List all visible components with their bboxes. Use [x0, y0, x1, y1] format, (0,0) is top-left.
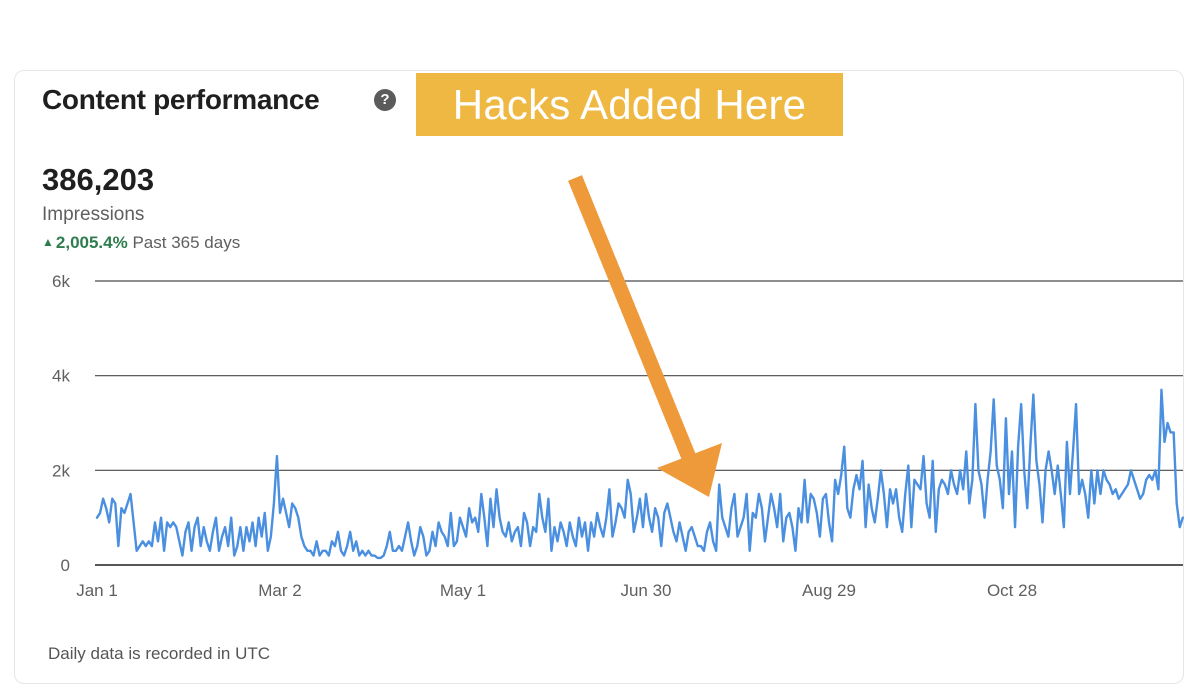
arrow-head [657, 443, 722, 497]
x-tick-label: May 1 [440, 581, 486, 600]
x-tick-label: Jan 1 [76, 581, 118, 600]
change-percent: 2,005.4% [55, 233, 128, 252]
impressions-label: Impressions [42, 204, 145, 225]
annotation-arrow [568, 175, 722, 497]
x-tick-label: Jun 30 [620, 581, 671, 600]
y-axis-ticks: 0 2k 4k 6k [52, 272, 70, 575]
impressions-value: 386,203 [42, 162, 155, 197]
arrow-shaft [568, 175, 697, 463]
impressions-series-line [95, 388, 1184, 560]
x-tick-label: Mar 2 [258, 581, 301, 600]
annotation-label: Hacks Added Here [416, 73, 843, 136]
trend-up-icon: ▲ [42, 235, 54, 249]
change-period: Past 365 days [132, 233, 241, 252]
x-axis-ticks: Jan 1 Mar 2 May 1 Jun 30 Aug 29 Oct 28 [76, 581, 1037, 600]
x-tick-label: Oct 28 [987, 581, 1037, 600]
y-tick-label: 6k [52, 272, 70, 291]
content-performance-card [14, 70, 1184, 684]
card-title: Content performance [42, 84, 320, 115]
y-tick-label: 2k [52, 461, 70, 480]
y-tick-label: 0 [61, 556, 70, 575]
y-tick-label: 4k [52, 367, 70, 386]
x-tick-label: Aug 29 [802, 581, 856, 600]
question-circle-icon[interactable]: ? [374, 89, 396, 111]
utc-footnote: Daily data is recorded in UTC [48, 644, 271, 663]
change-row: ▲ 2,005.4% Past 365 days [42, 233, 240, 253]
